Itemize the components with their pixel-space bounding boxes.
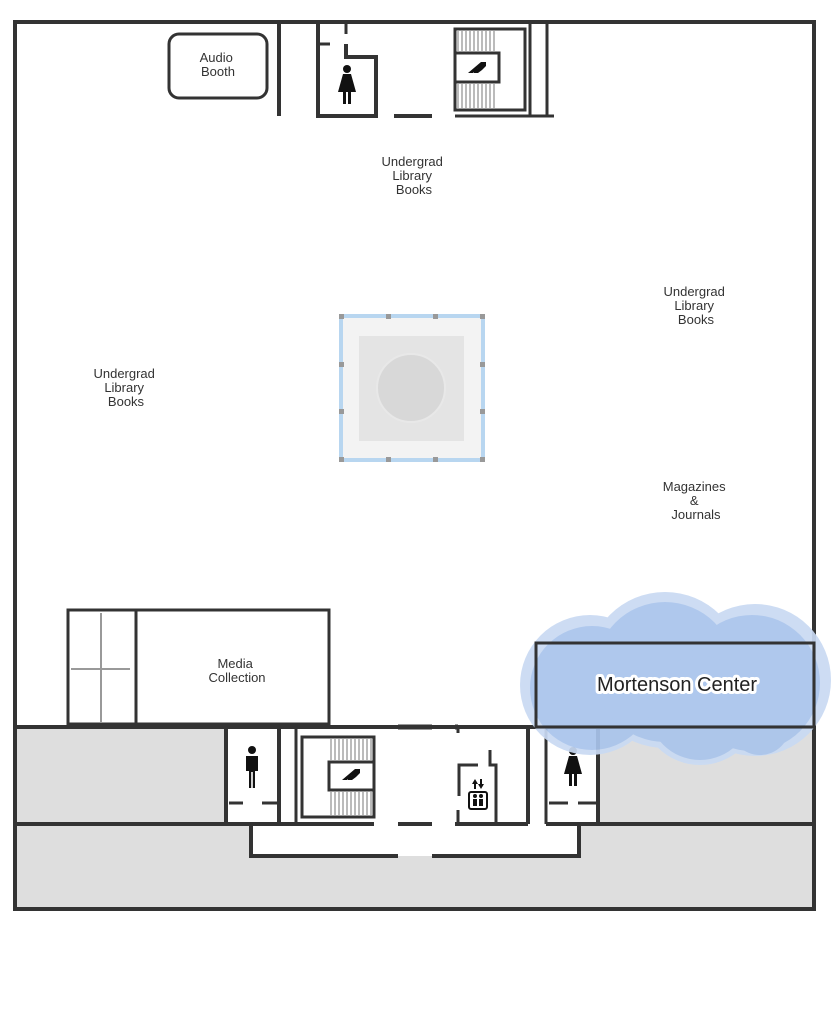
media-collection-label: Media Collection xyxy=(208,656,265,685)
mortenson-center-highlight[interactable] xyxy=(520,592,831,765)
mens-restroom-icon xyxy=(246,746,258,788)
lobby-corridor xyxy=(226,729,598,825)
wall-vestibule-right xyxy=(432,824,581,858)
elevator-shaft xyxy=(456,729,498,824)
wall-top-restroom xyxy=(316,22,378,118)
media-collection-room xyxy=(66,608,331,726)
stairs-bottom xyxy=(300,735,376,819)
atrium xyxy=(339,314,485,462)
undergrad-books-left-label: Undergrad Library Books xyxy=(93,366,158,409)
elevator-icon xyxy=(468,779,488,810)
undergrad-books-right-label: Undergrad Library Books xyxy=(663,284,728,327)
womens-restroom-icon xyxy=(338,65,356,104)
wall-vestibule xyxy=(249,824,398,858)
mortenson-center-room xyxy=(534,641,816,729)
stairs-icon xyxy=(468,62,486,73)
audio-booth-label: Audio Booth xyxy=(200,50,237,79)
stairs-top xyxy=(453,22,549,116)
building-outline xyxy=(13,20,816,911)
stairs-icon xyxy=(342,769,360,780)
audio-booth-room xyxy=(167,32,269,100)
mortenson-center-label[interactable]: Mortenson Center xyxy=(594,671,760,699)
entry-vestibule xyxy=(251,824,579,856)
undergrad-books-top-label: Undergrad Library Books xyxy=(381,154,446,197)
magazines-journals-label: Magazines & Journals xyxy=(663,479,730,522)
